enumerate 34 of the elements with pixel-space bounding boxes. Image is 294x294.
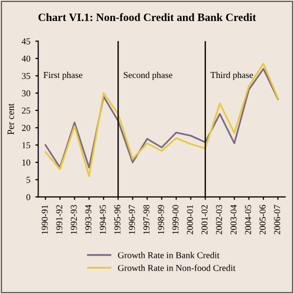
x-tick-label: 2003-04 xyxy=(230,204,237,234)
y-tick-label: 25 xyxy=(22,108,30,114)
y-tick-label: 40 xyxy=(22,56,30,62)
chart-title: Chart VI.1: Non-food Credit and Bank Credit xyxy=(38,13,256,22)
x-tick-label: 1990-91 xyxy=(42,205,48,234)
y-tick-label: 20 xyxy=(22,124,30,131)
x-tick-label: 1995-96 xyxy=(114,204,120,234)
legend-label: Growth Rate in Bank Credit xyxy=(118,252,220,258)
annotation: Third phase xyxy=(210,72,253,80)
y-tick-label: 35 xyxy=(22,72,30,80)
annotation: Second phase xyxy=(124,72,172,80)
legend-label: Growth Rate in Non-food Credit xyxy=(118,264,236,272)
y-tick-label: 30 xyxy=(22,90,30,96)
y-axis-title: Per cent xyxy=(8,103,14,135)
x-tick-label: 1991-92 xyxy=(56,205,62,234)
x-tick-label: 2001-02 xyxy=(201,205,208,234)
y-tick-label: 5 xyxy=(26,176,30,183)
x-tick-label: 1994-95 xyxy=(100,204,106,234)
x-tick-label: 1996-97 xyxy=(128,204,135,234)
x-tick-label: 1992-93 xyxy=(70,204,77,234)
x-tick-label: 2005-06 xyxy=(260,204,266,234)
x-tick-label: 1999-00 xyxy=(172,204,178,234)
x-tick-label: 2002-03 xyxy=(216,204,222,234)
x-tick-label: 1997-98 xyxy=(143,204,150,234)
annotation: First phase xyxy=(44,72,82,80)
x-tick-label: 1993-94 xyxy=(85,204,92,234)
y-tick-label: 0 xyxy=(26,194,30,200)
y-tick-label: 45 xyxy=(22,38,30,44)
x-tick-label: 1998-99 xyxy=(158,204,164,234)
y-tick-label: 10 xyxy=(22,159,30,166)
x-tick-label: 2000-01 xyxy=(186,205,194,234)
y-tick-label: 15 xyxy=(22,142,30,148)
x-tick-label: 2006-07 xyxy=(274,204,280,234)
x-tick-label: 2004-05 xyxy=(245,204,252,234)
